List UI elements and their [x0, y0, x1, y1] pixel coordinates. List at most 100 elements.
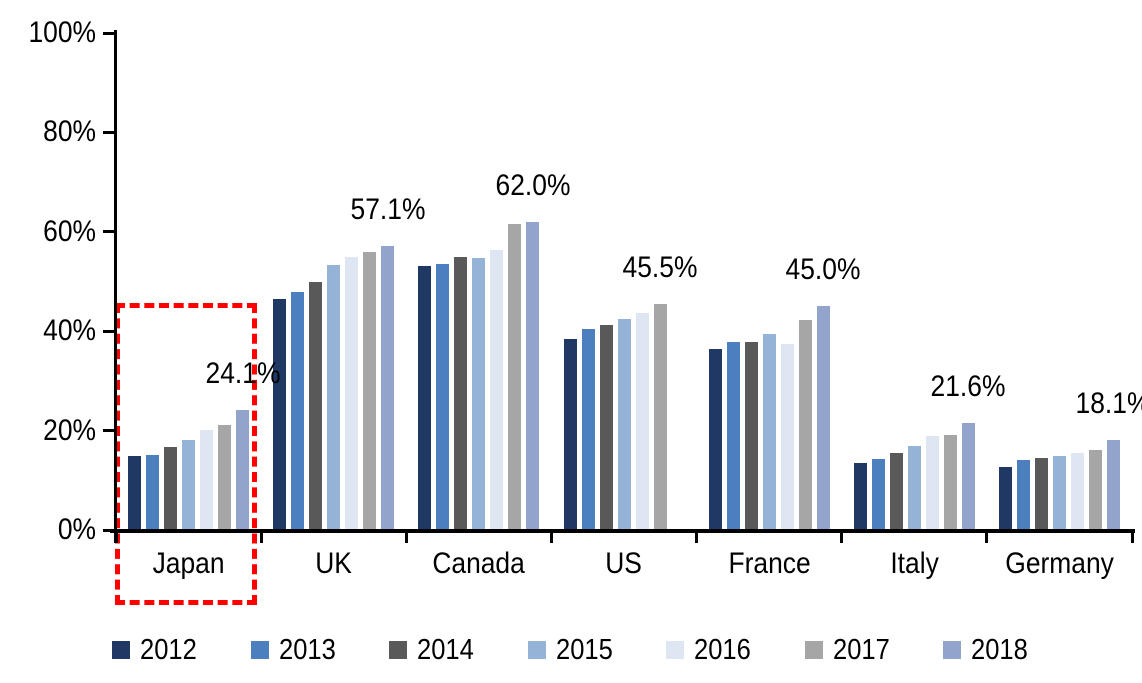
bar-us-2012 — [563, 338, 577, 530]
bar-italy-2014 — [889, 452, 903, 530]
bar-uk-2016 — [345, 257, 359, 530]
y-axis-tick-label: 0% — [57, 513, 96, 546]
bar-us-2016 — [635, 312, 649, 530]
legend-swatch-icon — [389, 641, 407, 659]
bar-japan-2012 — [128, 455, 142, 530]
y-tick — [103, 230, 116, 234]
category-label-france: France — [728, 547, 811, 580]
legend-label: 2014 — [417, 633, 474, 666]
bar-canada-2018 — [526, 221, 540, 530]
bar-uk-2014 — [309, 281, 323, 530]
data-label-italy: 21.6% — [930, 369, 1006, 403]
legend-item-2012: 2012 — [112, 633, 251, 666]
bar-uk-2012 — [273, 299, 287, 530]
bar-france-2018 — [816, 306, 830, 530]
bar-france-2013 — [726, 341, 740, 530]
y-tick — [103, 130, 116, 134]
x-tick — [985, 532, 989, 543]
category-label-us: US — [605, 547, 643, 580]
legend-item-2018: 2018 — [943, 633, 1082, 666]
y-axis-tick-label: 80% — [43, 115, 96, 149]
legend-item-2013: 2013 — [250, 633, 390, 666]
category-label-germany: Germany — [1005, 547, 1114, 580]
data-label-japan: 24.1% — [205, 357, 280, 391]
y-tick — [103, 329, 116, 333]
bar-france-2015 — [762, 334, 776, 530]
legend-label: 2015 — [555, 633, 613, 666]
legend-swatch-icon — [943, 641, 961, 659]
legend-label: 2012 — [140, 633, 197, 666]
x-tick — [114, 532, 118, 543]
bar-canada-2015 — [472, 257, 486, 530]
legend-swatch-icon — [527, 641, 546, 659]
bar-france-2014 — [744, 342, 758, 530]
legend-swatch-icon — [250, 641, 269, 659]
bar-italy-2013 — [871, 458, 885, 530]
category-label-italy: Italy — [890, 547, 939, 580]
data-label-canada: 62.0% — [495, 168, 571, 202]
y-axis-tick-label: 60% — [43, 214, 96, 248]
bar-germany-2017 — [1088, 450, 1102, 530]
legend-swatch-icon — [666, 641, 684, 659]
bar-italy-2012 — [853, 463, 867, 530]
y-axis-line — [114, 30, 117, 543]
bar-france-2012 — [708, 348, 722, 530]
y-tick — [103, 528, 116, 532]
bar-japan-2016 — [200, 430, 214, 530]
bar-france-2016 — [780, 343, 794, 530]
legend-label: 2018 — [971, 633, 1028, 666]
bar-japan-2018 — [236, 410, 250, 530]
x-tick — [840, 532, 844, 543]
bar-italy-2018 — [961, 422, 975, 530]
bar-japan-2017 — [218, 425, 232, 530]
bar-germany-2016 — [1070, 453, 1084, 530]
bar-japan-2014 — [164, 446, 178, 530]
x-tick — [549, 532, 553, 543]
bar-us-2015 — [617, 319, 631, 530]
legend-swatch-icon — [112, 641, 130, 659]
y-tick — [103, 31, 116, 35]
legend-label: 2013 — [278, 633, 336, 666]
bar-germany-2014 — [1034, 458, 1048, 530]
bar-uk-2013 — [291, 291, 305, 530]
legend-item-2016: 2016 — [666, 633, 805, 666]
bar-germany-2015 — [1052, 455, 1066, 530]
x-tick — [259, 532, 263, 543]
bar-canada-2017 — [508, 223, 522, 530]
bar-uk-2015 — [327, 265, 341, 530]
bar-canada-2016 — [490, 249, 504, 530]
bar-germany-2018 — [1106, 440, 1120, 530]
data-label-us: 45.5% — [622, 250, 698, 284]
bar-italy-2017 — [943, 434, 957, 530]
bar-germany-2013 — [1016, 459, 1030, 530]
data-label-uk: 57.1% — [350, 193, 426, 227]
bar-germany-2012 — [998, 467, 1012, 530]
y-tick — [103, 429, 116, 433]
bar-italy-2015 — [907, 445, 921, 530]
x-axis-line — [110, 528, 1135, 533]
bar-japan-2013 — [146, 455, 160, 530]
bar-uk-2017 — [363, 251, 377, 530]
category-label-uk: UK — [315, 547, 353, 580]
bar-canada-2013 — [436, 263, 450, 530]
data-label-france: 45.0% — [785, 253, 861, 287]
x-tick — [1130, 532, 1134, 543]
legend-swatch-icon — [804, 641, 823, 659]
bar-france-2017 — [798, 319, 812, 530]
category-label-canada: Canada — [432, 547, 526, 580]
bar-canada-2012 — [418, 266, 432, 530]
x-tick — [695, 532, 699, 543]
bar-us-2014 — [599, 324, 613, 530]
legend: 2012 2013 2014 2015 2016 2017 2018 — [112, 629, 1082, 671]
legend-item-2015: 2015 — [527, 633, 667, 666]
bar-japan-2015 — [182, 440, 196, 530]
legend-label: 2016 — [694, 633, 751, 666]
bar-uk-2018 — [381, 246, 395, 530]
bar-us-2013 — [581, 329, 595, 530]
y-axis-tick-label: 100% — [28, 16, 96, 49]
bar-italy-2016 — [925, 435, 939, 530]
y-axis-tick-label: 20% — [43, 413, 96, 447]
data-label-germany: 18.1% — [1075, 387, 1142, 421]
highlight-box-japan — [115, 303, 258, 605]
